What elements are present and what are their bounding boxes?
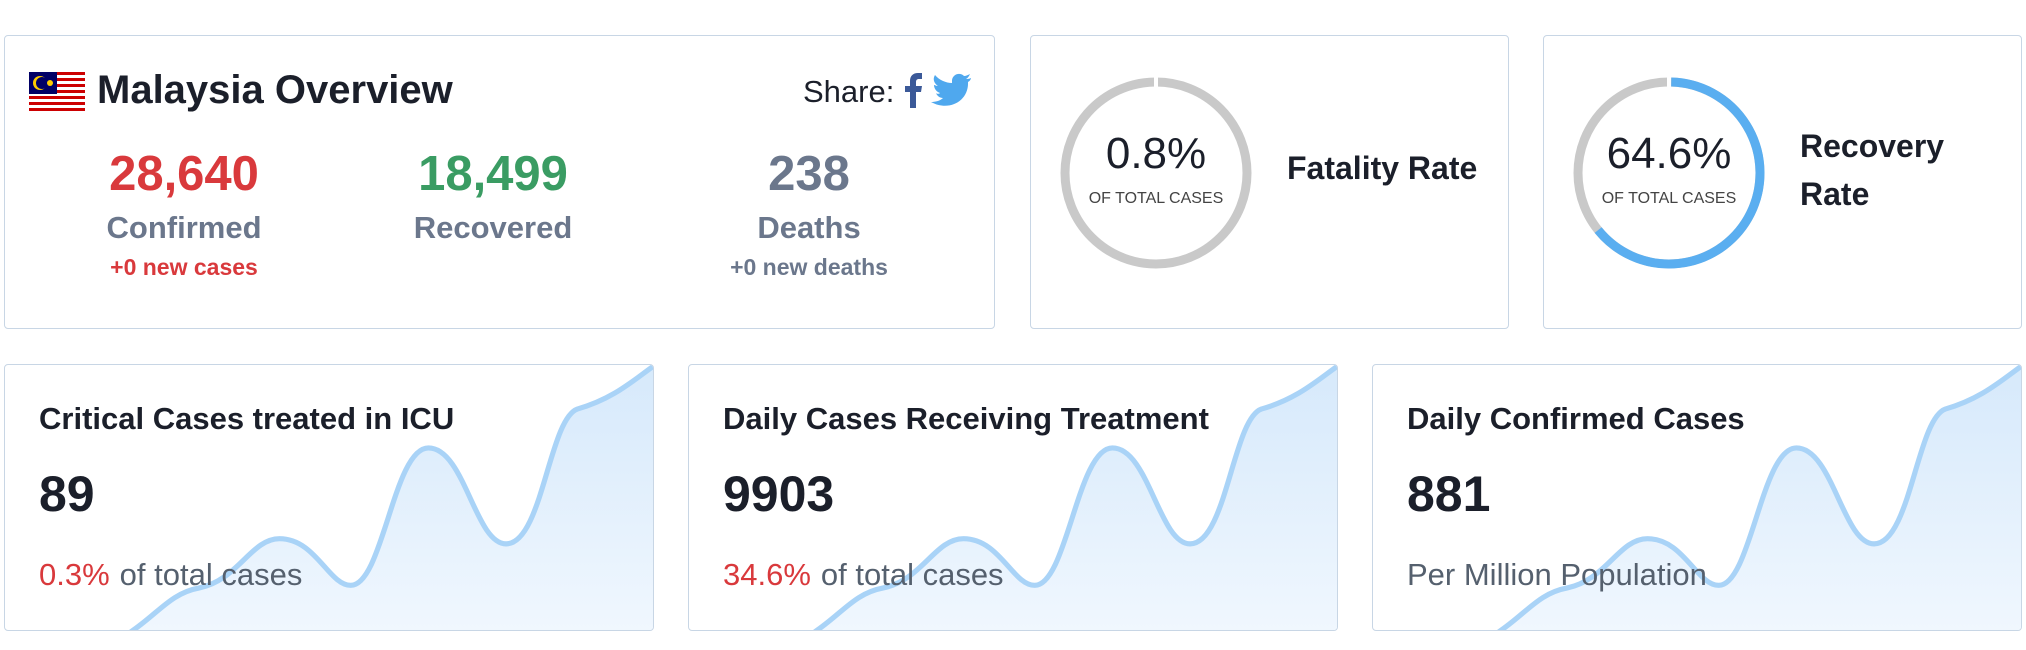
card-highlight: 34.6%: [723, 557, 811, 592]
rate-title: Recovery Rate: [1800, 128, 1945, 212]
rate-title: Fatality Rate: [1287, 150, 1478, 186]
stat-number: 28,640: [109, 147, 259, 201]
stat-label: Deaths: [757, 210, 861, 245]
card-number: 89: [39, 466, 95, 522]
sparkline-area: [1501, 366, 2021, 630]
sparkline: [129, 365, 653, 630]
donut-arc: [1594, 77, 1765, 269]
sparkline-line: [129, 365, 653, 630]
card-number: 881: [1407, 466, 1491, 522]
card-note-text: Per Million Population: [1407, 557, 1707, 592]
sparkline: [813, 365, 1337, 630]
flag: [29, 72, 85, 112]
overview-title: Malaysia Overview: [97, 68, 453, 112]
stat-card: Critical Cases treated in ICU 89 0.3% of to…: [4, 364, 654, 631]
card-title: Daily Cases Receiving Treatment: [723, 401, 1209, 436]
facebook-icon[interactable]: [905, 73, 922, 108]
rate-card: 0.8% OF TOTAL CASES Fatality Rate: [1030, 35, 1509, 329]
sparkline-area: [817, 366, 1337, 630]
rate-value: 64.6%: [1607, 129, 1732, 178]
rate-card: 64.6% OF TOTAL CASES Recovery Rate: [1543, 35, 2022, 329]
stat-number: 238: [768, 147, 850, 201]
stat: 28,640 Confirmed +0 new cases: [34, 146, 334, 281]
card-note: 0.3% of total cases: [39, 557, 302, 593]
twitter-icon[interactable]: [931, 73, 971, 106]
sparkline-line: [1497, 365, 2021, 630]
stat-label: Recovered: [413, 210, 573, 245]
card-note: Per Million Population: [1407, 557, 1707, 593]
sparkline: [1497, 365, 2021, 630]
card-title: Daily Confirmed Cases: [1407, 401, 1745, 436]
overview-card: Malaysia Overview Share: 28,640 Confirme…: [4, 35, 995, 329]
card-note-text: of total cases: [119, 557, 303, 592]
sparkline-area: [133, 366, 653, 630]
card-highlight: 0.3%: [39, 557, 110, 592]
donut: 64.6% OF TOTAL CASES: [1573, 76, 1765, 269]
stat-sub: +0 new deaths: [730, 254, 888, 280]
sparkline-line: [813, 365, 1337, 630]
card-note-text: of total cases: [820, 557, 1004, 592]
share-label: Share:: [803, 74, 895, 109]
stat-label: Confirmed: [106, 210, 262, 245]
card-number: 9903: [723, 466, 835, 522]
rate-value: 0.8%: [1106, 129, 1206, 178]
donut: 0.8% OF TOTAL CASES: [1060, 76, 1252, 269]
share-icons: [905, 73, 971, 108]
card-title: Critical Cases treated in ICU: [39, 401, 455, 436]
rate-caption: OF TOTAL CASES: [1602, 190, 1737, 207]
stat-number: 18,499: [418, 147, 568, 201]
stat-sub: +0 new cases: [110, 254, 258, 280]
rate-caption: OF TOTAL CASES: [1089, 190, 1224, 207]
card-note: 34.6% of total cases: [723, 557, 1004, 593]
stat-card: Daily Confirmed Cases 881 Per Million Popu…: [1372, 364, 2022, 631]
stat: 18,499 Recovered: [343, 146, 643, 246]
stat: 238 Deaths +0 new deaths: [659, 146, 959, 281]
stat-card: Daily Cases Receiving Treatment 9903 34.6%…: [688, 364, 1338, 631]
